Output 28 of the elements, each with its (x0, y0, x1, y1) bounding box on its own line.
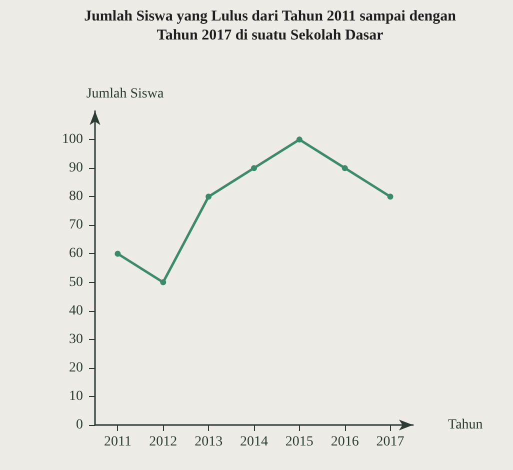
y-tick-label: 100 (62, 132, 83, 148)
y-tick-label: 10 (69, 388, 83, 404)
point (160, 279, 166, 286)
point (251, 165, 257, 172)
y-tick-label: 40 (69, 303, 83, 318)
y-tick-label: 80 (69, 189, 83, 204)
y-tick-label: 20 (69, 360, 83, 376)
point (342, 165, 348, 172)
x-tick-label: 2012 (149, 434, 178, 450)
point (206, 194, 212, 200)
y-tick-label: 0 (76, 418, 83, 432)
y-tick-label: 70 (69, 218, 83, 233)
x-tick-label: 2014 (240, 434, 268, 450)
point (387, 194, 394, 200)
x-axis-title: Tahun (448, 418, 483, 432)
point (296, 136, 302, 143)
y-tick-label: 60 (69, 246, 83, 262)
y-axis-title: Jumlah Siswa (86, 86, 164, 102)
y-tick-label: 90 (69, 160, 83, 176)
x-tick-label: 2011 (104, 434, 132, 450)
y-tick-label: 50 (69, 274, 83, 290)
y-tick-label: 30 (69, 332, 83, 347)
point (114, 250, 121, 257)
x-tick-label: 2013 (194, 434, 223, 450)
x-tick-label: 2015 (285, 434, 314, 450)
x-tick-label: 2016 (330, 434, 359, 450)
chart-title: Jumlah Siswa yang Lulus dari Tahun 2011 sampai dengan Tahun 2017 di suatu Sekolah Dasar (84, 8, 457, 44)
x-tick-label: 2017 (376, 434, 404, 450)
